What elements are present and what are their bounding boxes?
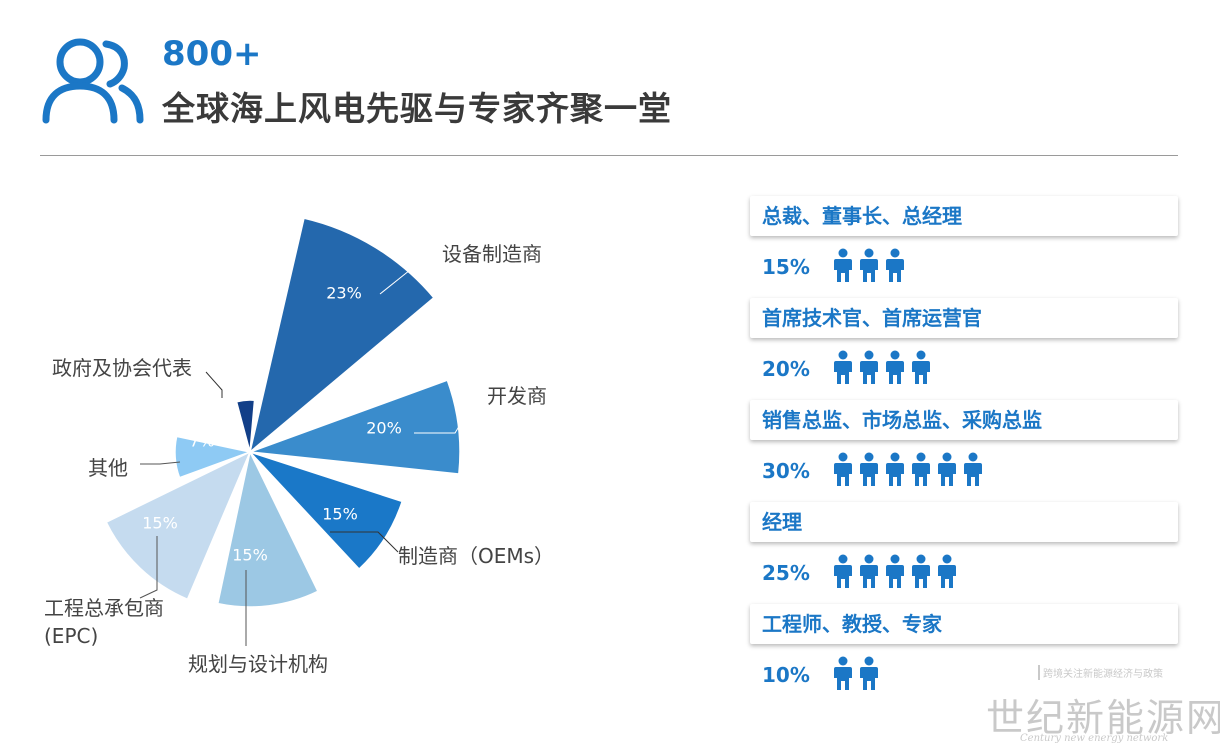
person-icon [886, 554, 904, 588]
slice-value-label: 20% [366, 419, 402, 438]
person-icons [832, 452, 988, 490]
people-icon [42, 38, 144, 124]
leader-line [140, 461, 181, 465]
pie-slice [248, 217, 435, 455]
leader-line [139, 536, 158, 599]
role-title: 总裁、董事长、总经理 [750, 196, 1178, 236]
person-icon [964, 452, 982, 486]
role-percent: 20% [762, 357, 810, 381]
slice-value-label: 5% [219, 410, 241, 426]
role-percent: 30% [762, 459, 810, 483]
leader-line [205, 371, 223, 398]
person-icon [912, 452, 930, 486]
person-icon [912, 554, 930, 588]
role-item: 工程师、教授、专家 10% [750, 604, 1178, 706]
watermark-logo: 世纪新能源网 [986, 696, 1220, 740]
page-title: 全球海上风电先驱与专家齐聚一堂 [162, 89, 672, 128]
roles-panel: 总裁、董事长、总经理 15% 首席技术官、首席运营官 20% 销售总监、市场总监… [750, 196, 1178, 706]
person-icon [886, 248, 904, 282]
person-icon [834, 554, 852, 588]
slice-label-equipment: 设备制造商 [442, 242, 542, 266]
role-item: 经理 25% [750, 502, 1178, 604]
pie-slice [174, 435, 253, 479]
pie-slice [105, 450, 252, 601]
person-icons [832, 554, 962, 592]
person-icon [912, 350, 930, 384]
slice-label-planning: 规划与设计机构 [188, 652, 328, 676]
person-icon [886, 452, 904, 486]
person-icon [834, 452, 852, 486]
role-percent: 25% [762, 561, 810, 585]
person-icon [886, 350, 904, 384]
person-icon [938, 554, 956, 588]
person-icon [860, 656, 878, 690]
person-icon [860, 452, 878, 486]
slice-label-oems: 制造商（OEMs） [398, 544, 555, 568]
role-title: 工程师、教授、专家 [750, 604, 1178, 644]
role-title: 经理 [750, 502, 1178, 542]
attendee-count: 800+ [162, 34, 262, 74]
role-title: 销售总监、市场总监、采购总监 [750, 400, 1178, 440]
role-percent: 15% [762, 255, 810, 279]
role-stat: 15% [750, 236, 1178, 298]
person-icon [860, 554, 878, 588]
slice-value-label: 15% [142, 514, 178, 533]
divider [40, 155, 1178, 156]
leader-line [330, 531, 399, 553]
pie-slice [247, 450, 404, 571]
watermark-subtitle: Century new energy network [1020, 733, 1169, 744]
person-icon [938, 452, 956, 486]
role-item: 销售总监、市场总监、采购总监 30% [750, 400, 1178, 502]
person-icons [832, 350, 936, 388]
role-stat: 10% [750, 644, 1178, 706]
pie-slice [235, 399, 256, 453]
person-icon [860, 248, 878, 282]
role-percent: 10% [762, 663, 810, 687]
person-icon [834, 350, 852, 384]
watermark: 跨境关注新能源经济与政策 世纪新能源网 Century new energy n… [986, 665, 1220, 748]
person-icon [834, 656, 852, 690]
person-icon [834, 248, 852, 282]
slice-label-government: 政府及协会代表 [52, 356, 192, 380]
role-stat: 30% [750, 440, 1178, 502]
watermark-tagline: 跨境关注新能源经济与政策 [1038, 665, 1163, 680]
slice-value-label: 23% [326, 284, 362, 303]
slice-value-label: 7% [189, 432, 214, 451]
role-item: 总裁、董事长、总经理 15% [750, 196, 1178, 298]
person-icons [832, 248, 910, 286]
person-icons [832, 656, 884, 694]
slice-label-epc: 工程总承包商 (EPC) [44, 596, 164, 648]
role-title: 首席技术官、首席运营官 [750, 298, 1178, 338]
leader-line [379, 249, 441, 295]
attendee-pie-chart: 23% 20% 15% 15% 15% 7% 5% [105, 217, 479, 646]
role-stat: 25% [750, 542, 1178, 604]
slice-value-label: 15% [232, 546, 268, 565]
slice-value-label: 15% [322, 505, 358, 524]
slice-label-developers: 开发商 [487, 384, 547, 408]
slice-label-other: 其他 [88, 456, 128, 480]
person-icon [860, 350, 878, 384]
role-stat: 20% [750, 338, 1178, 400]
role-item: 首席技术官、首席运营官 20% [750, 298, 1178, 400]
pie-slice [216, 449, 319, 608]
leader-line [414, 394, 479, 434]
